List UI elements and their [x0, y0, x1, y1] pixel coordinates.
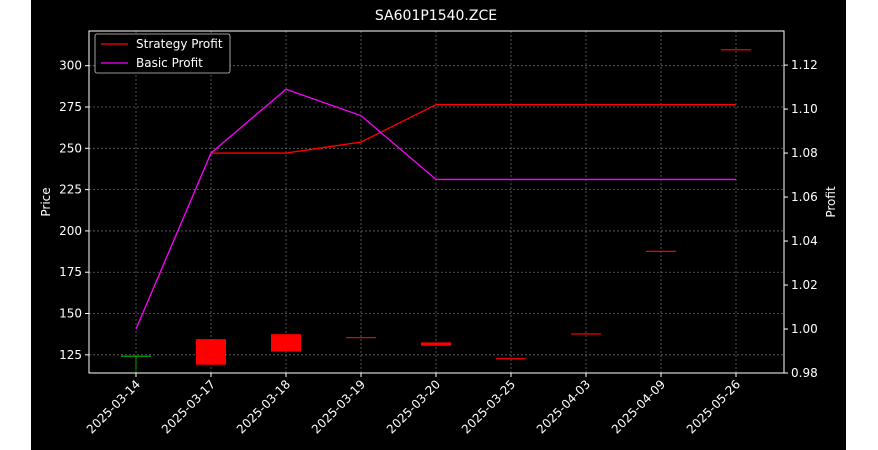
y2-tick-label: 1.04 [791, 234, 818, 248]
right-y-axis: 0.98 1.00 1.02 1.04 1.06 1.08 1.10 1.12 [784, 58, 818, 380]
legend-label: Basic Profit [136, 56, 203, 70]
left-y-axis: 125 150 175 200 225 250 275 300 [59, 59, 89, 362]
candle-body [646, 250, 676, 252]
candle-body [571, 333, 601, 335]
y2-tick-label: 1.02 [791, 278, 818, 292]
y-tick-label: 225 [59, 183, 82, 197]
candle-body [496, 358, 526, 360]
series-line-strategy-profit [211, 104, 736, 154]
candle-body [346, 336, 376, 339]
y2-tick-label: 1.06 [791, 190, 818, 204]
candle-body [121, 355, 151, 357]
candle-body [196, 339, 226, 365]
legend: Strategy Profit Basic Profit [94, 33, 231, 74]
candle-body [721, 49, 751, 51]
y2-tick-label: 1.12 [791, 58, 818, 72]
y-axis-label: Price [39, 187, 53, 216]
y2-axis-label: Profit [824, 186, 838, 218]
chart-title: SA601P1540.ZCE [375, 8, 497, 24]
y2-tick-label: 0.98 [791, 366, 818, 380]
legend-box [94, 33, 231, 74]
candle-body [271, 334, 301, 352]
profit-lines [135, 88, 736, 330]
series-line-basic-profit [135, 88, 736, 330]
grid-lines [89, 31, 784, 373]
y-tick-label: 200 [59, 224, 82, 238]
candle-body [421, 342, 451, 346]
y-tick-label: 250 [59, 141, 82, 155]
y2-tick-label: 1.08 [791, 146, 818, 160]
y-tick-label: 275 [59, 100, 82, 114]
y-tick-label: 175 [59, 265, 82, 279]
y2-tick-label: 1.10 [791, 102, 818, 116]
legend-label: Strategy Profit [136, 37, 223, 51]
y-tick-label: 125 [59, 348, 82, 362]
y-tick-label: 150 [59, 307, 82, 321]
y-tick-label: 300 [59, 59, 82, 73]
y2-tick-label: 1.00 [791, 322, 818, 336]
figure-background [31, 0, 846, 450]
candles [121, 49, 751, 371]
